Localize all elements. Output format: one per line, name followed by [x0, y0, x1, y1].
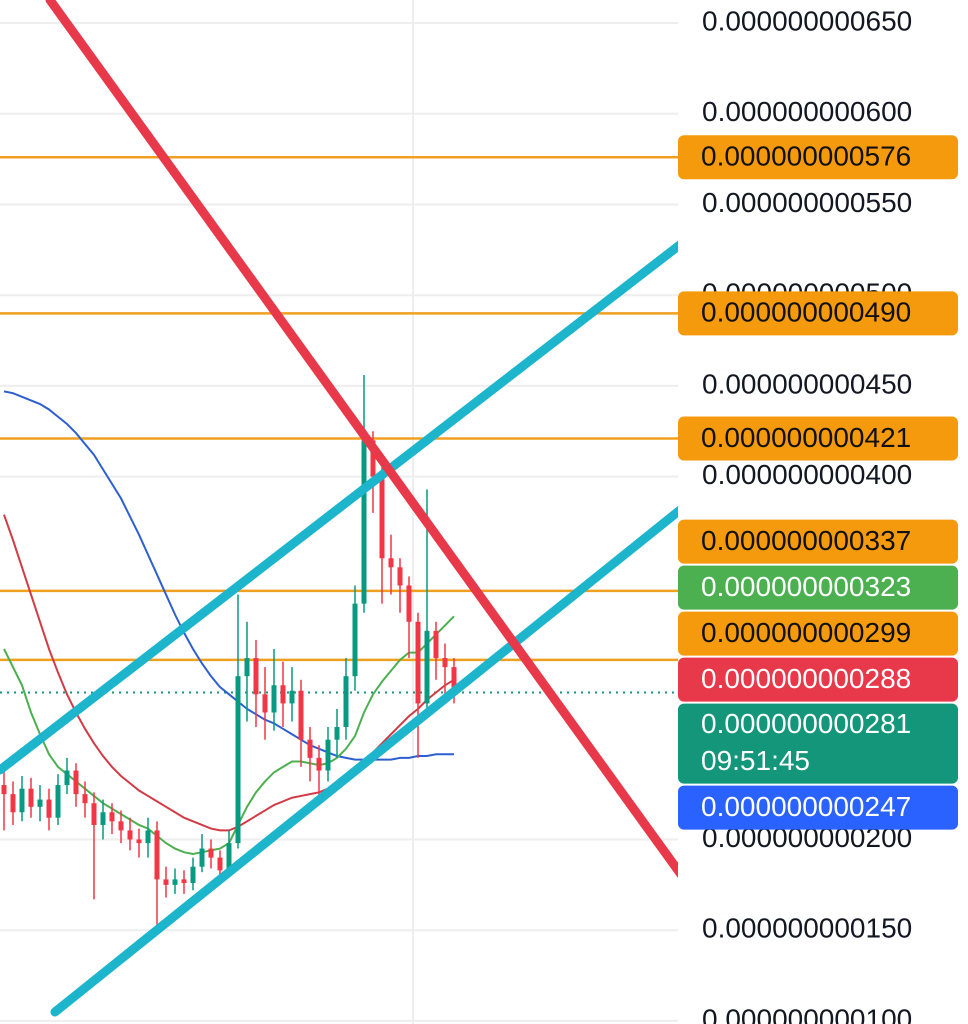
candle-body: [343, 676, 349, 727]
y-tick-label: 0.000000000100: [702, 1003, 912, 1024]
price-label: 0.000000000299: [701, 617, 911, 648]
candle-body: [55, 785, 61, 818]
candle-body: [28, 788, 34, 807]
price-label-box: [678, 785, 958, 830]
candle-body: [46, 799, 52, 818]
moving-average: [3, 514, 455, 832]
candle-body: [262, 694, 268, 713]
candle-body: [388, 558, 394, 568]
candle-body: [397, 567, 403, 586]
candle-body: [127, 830, 133, 840]
price-label: 0.000000000288: [701, 663, 911, 694]
candle-body: [82, 794, 88, 804]
price-label: 0.000000000490: [701, 297, 911, 328]
price-label-box: [678, 519, 958, 564]
price-label-box: [678, 611, 958, 656]
moving-average: [3, 615, 455, 856]
candle-body: [235, 676, 241, 844]
candle-body: [406, 585, 412, 622]
candle-body: [298, 690, 304, 740]
candle-body: [190, 866, 196, 884]
price-label-box: [678, 565, 958, 610]
candle-body: [73, 770, 79, 795]
price-label: 0.000000000281: [701, 708, 911, 739]
candle-body: [325, 739, 331, 771]
moving-average: [3, 390, 454, 761]
candle-body: [352, 603, 358, 677]
y-tick-label: 0.000000000400: [702, 459, 912, 490]
candle-body: [163, 879, 169, 885]
candle-body: [100, 812, 106, 825]
price-label-box: [678, 416, 958, 461]
candle-body: [10, 794, 16, 813]
candle-body: [280, 685, 286, 704]
channel-upper: [0, 240, 678, 775]
candle-body: [370, 440, 376, 477]
y-tick-label: 0.000000000650: [702, 5, 912, 36]
candle-body: [91, 803, 97, 825]
candle-body: [109, 812, 115, 822]
candle-body: [136, 839, 142, 844]
price-label-box: [678, 291, 958, 336]
candle-body: [199, 848, 205, 867]
price-label-box: [678, 657, 958, 702]
candle-body: [145, 830, 151, 844]
candle-body: [316, 757, 322, 771]
price-label: 0.000000000576: [701, 141, 911, 172]
candle-body: [217, 857, 223, 871]
candle-body: [289, 690, 295, 704]
candle-body: [379, 476, 385, 559]
candle-body: [361, 440, 367, 604]
resistance-line: [45, 0, 678, 879]
candle-body: [334, 726, 340, 740]
y-tick-label: 0.000000000600: [702, 96, 912, 127]
price-label: 0.000000000247: [701, 791, 911, 822]
trendlines: [0, 0, 678, 1017]
candles: [1, 375, 457, 925]
price-lines: [0, 156, 678, 694]
candle-body: [154, 830, 160, 880]
y-tick-label: 0.000000000150: [702, 913, 912, 944]
candle-body: [208, 848, 214, 858]
candle-body: [1, 785, 7, 795]
candle-body: [118, 821, 124, 831]
candle-body: [64, 770, 70, 786]
price-label: 0.000000000421: [701, 422, 911, 453]
price-labels: 0.000000000576 0.000000000490 0.0000000004…: [678, 135, 958, 830]
candle-body: [307, 739, 313, 758]
candle-body: [37, 799, 43, 807]
candle-body: [181, 879, 187, 884]
candle-body: [451, 667, 457, 693]
candle-body: [424, 630, 430, 704]
candle-body: [415, 621, 421, 704]
candle-body: [442, 658, 448, 668]
price-label-box: [678, 703, 958, 784]
candle-body: [253, 658, 259, 695]
candle-body: [226, 843, 232, 871]
grid: [0, 22, 678, 1022]
candle-body: [172, 879, 178, 885]
y-tick-label: 0.000000000550: [702, 187, 912, 218]
candle-body: [433, 630, 439, 659]
countdown: 09:51:45: [701, 745, 810, 776]
price-label: 0.000000000337: [701, 525, 911, 556]
candle-body: [271, 685, 277, 713]
candle-body: [19, 788, 25, 813]
channel-lower: [50, 505, 678, 1017]
y-tick-label: 0.000000000450: [702, 368, 912, 399]
price-label: 0.000000000323: [701, 571, 911, 602]
candle-body: [244, 658, 250, 677]
price-label-box: [678, 135, 958, 180]
